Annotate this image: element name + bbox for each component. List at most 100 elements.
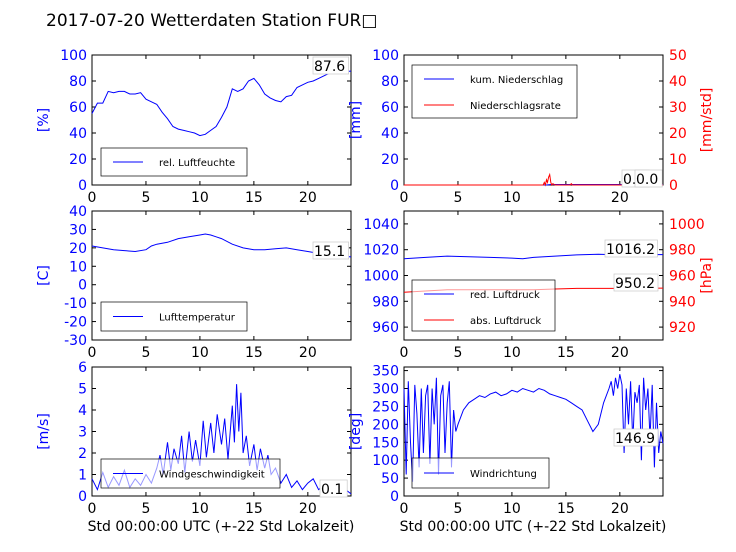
y-tick-label: -20 <box>64 315 87 331</box>
y-tick-right-label: 1000 <box>669 217 705 233</box>
value-annotation-box <box>613 428 659 447</box>
y-tick-label: 0 <box>78 178 87 194</box>
legend-box <box>411 64 578 119</box>
y-tick-label: 1 <box>78 468 87 484</box>
y-axis-label-right: [hPa] <box>699 257 715 293</box>
x-tick-label: 20 <box>299 345 317 361</box>
value-annotation: 950.2 <box>615 276 655 292</box>
value-annotation: 0.1 <box>321 482 343 498</box>
figure-title: 2017-07-20 Wetterdaten Station FUR□ <box>46 11 377 31</box>
y-tick-right-label: 960 <box>669 269 696 285</box>
x-tick-label: 20 <box>299 501 317 517</box>
value-annotation: 1016.2 <box>606 242 655 258</box>
x-tick-label: 0 <box>400 501 409 517</box>
legend-label: Lufttemperatur <box>159 313 236 324</box>
x-tick-label: 15 <box>557 345 575 361</box>
x-tick-label: 0 <box>400 345 409 361</box>
value-annotation-box <box>312 56 349 75</box>
y-tick-label: 0 <box>390 178 399 194</box>
x-tick-label: 15 <box>557 501 575 517</box>
y-tick-label: 960 <box>372 320 399 336</box>
series-line-2 <box>404 172 663 187</box>
y-tick-label: 4 <box>78 403 87 419</box>
y-tick-label: 60 <box>69 100 87 116</box>
chart-panel-wind_direction: 0 5 10 15 20050100150200250300350[deg]Windri… <box>348 364 664 517</box>
legend-label: Windgeschwindigkeit <box>159 470 265 481</box>
x-tick-label: 20 <box>299 190 317 206</box>
y-tick-right-label: 920 <box>669 320 696 336</box>
value-annotation: 0.0 <box>636 172 658 188</box>
y-tick-label: 0 <box>390 489 399 505</box>
y-tick-label: 20 <box>69 152 87 168</box>
legend-label: Niederschlagsrate <box>470 101 561 112</box>
plot-frame <box>91 210 352 341</box>
y-axis-label-right: [mm/std] <box>699 88 715 153</box>
y-tick-right-label: 0 <box>669 178 678 194</box>
x-tick-label: 0 <box>88 190 97 206</box>
y-tick-label: 5 <box>78 382 87 398</box>
y-axis-label: [m/s] <box>36 413 52 450</box>
value-annotation-box <box>312 241 349 260</box>
y-tick-label: 0 <box>78 278 87 294</box>
series-line-1 <box>91 70 352 137</box>
y-axis-label: [C] <box>36 265 52 286</box>
y-tick-label: -30 <box>64 333 87 349</box>
y-tick-label: 40 <box>69 204 87 220</box>
plot-frame <box>91 54 352 186</box>
x-tick-label: 20 <box>611 501 629 517</box>
y-tick-right-label: 10 <box>669 152 687 168</box>
chart-panel-humidity: 0 5 10 15 20 0 20 40 60 80 100 [%] rel. Luftfeuchte 8… <box>36 48 352 206</box>
x-tick-label: 5 <box>453 501 462 517</box>
legend-box <box>411 279 556 332</box>
legend: Windgeschwindigkeit <box>100 458 281 489</box>
y-tick-right-label: 40 <box>669 74 687 90</box>
y-tick-label: 250 <box>372 399 399 415</box>
x-tick-label: 5 <box>141 190 150 206</box>
x-tick-label: 10 <box>191 501 209 517</box>
y-tick-label: 980 <box>372 294 399 310</box>
y-tick-label: 1020 <box>363 243 399 259</box>
value-annotation: 15.1 <box>314 244 345 260</box>
x-tick-label: 0 <box>88 345 97 361</box>
x-tick-label: 10 <box>503 190 521 206</box>
legend: rel. Luftfeuchte <box>100 147 248 177</box>
legend-label: red. Luftdruck <box>470 290 540 301</box>
x-tick-label: 5 <box>453 345 462 361</box>
x-tick-label: 15 <box>245 501 263 517</box>
x-tick-label: 5 <box>453 190 462 206</box>
x-axis-label-left: Std 00:00:00 UTC (+-22 Std Lokalzeit) <box>88 519 355 535</box>
legend-label: kum. Niederschlag <box>470 75 563 86</box>
x-tick-label: 10 <box>503 501 521 517</box>
y-tick-label: 10 <box>69 259 87 275</box>
x-tick-label: 10 <box>503 345 521 361</box>
chart-panel-precip: 0 5 10 15 20 0 20 40 60 80 100 0 10 20 30 40 50 [mm] [mm/s… <box>348 48 715 206</box>
y-tick-label: 60 <box>381 100 399 116</box>
chart-panel-temperature: 0 5 10 15 20 -30 -20 -10 0 10 20 30 40 [C] Lufttempera… <box>36 204 352 361</box>
legend: Windrichtung <box>411 457 550 489</box>
y-tick-label: 300 <box>372 382 399 398</box>
y-tick-right-label: 30 <box>669 100 687 116</box>
x-axis-label-right: Std 00:00:00 UTC (+-22 Std Lokalzeit) <box>400 519 667 535</box>
y-tick-label: 350 <box>372 364 399 380</box>
y-tick-right-label: 20 <box>669 126 687 142</box>
x-tick-label: 10 <box>191 190 209 206</box>
y-tick-label: -10 <box>64 296 87 312</box>
chart-panel-wind_speed: 0 5 10 15 20 0 1 2 3 4 5 6 [m/s] Windgeschwindigkeit 0… <box>36 360 352 517</box>
y-tick-label: 200 <box>372 417 399 433</box>
value-annotation-box <box>613 273 659 292</box>
y-tick-label: 80 <box>69 74 87 90</box>
x-tick-label: 5 <box>141 345 150 361</box>
legend: red. Luftdruck abs. Luftdruck <box>411 279 556 332</box>
value-annotation-box <box>319 479 348 498</box>
y-axis-label: [%] <box>36 108 52 132</box>
y-tick-label: 40 <box>69 126 87 142</box>
legend-label: abs. Luftdruck <box>470 316 541 327</box>
y-tick-label: 50 <box>381 471 399 487</box>
y-tick-label: 20 <box>381 152 399 168</box>
plot-frame <box>403 366 664 497</box>
y-axis-label: [mm] <box>348 101 364 139</box>
y-tick-label: 2 <box>78 446 87 462</box>
y-tick-right-label: 50 <box>669 48 687 64</box>
